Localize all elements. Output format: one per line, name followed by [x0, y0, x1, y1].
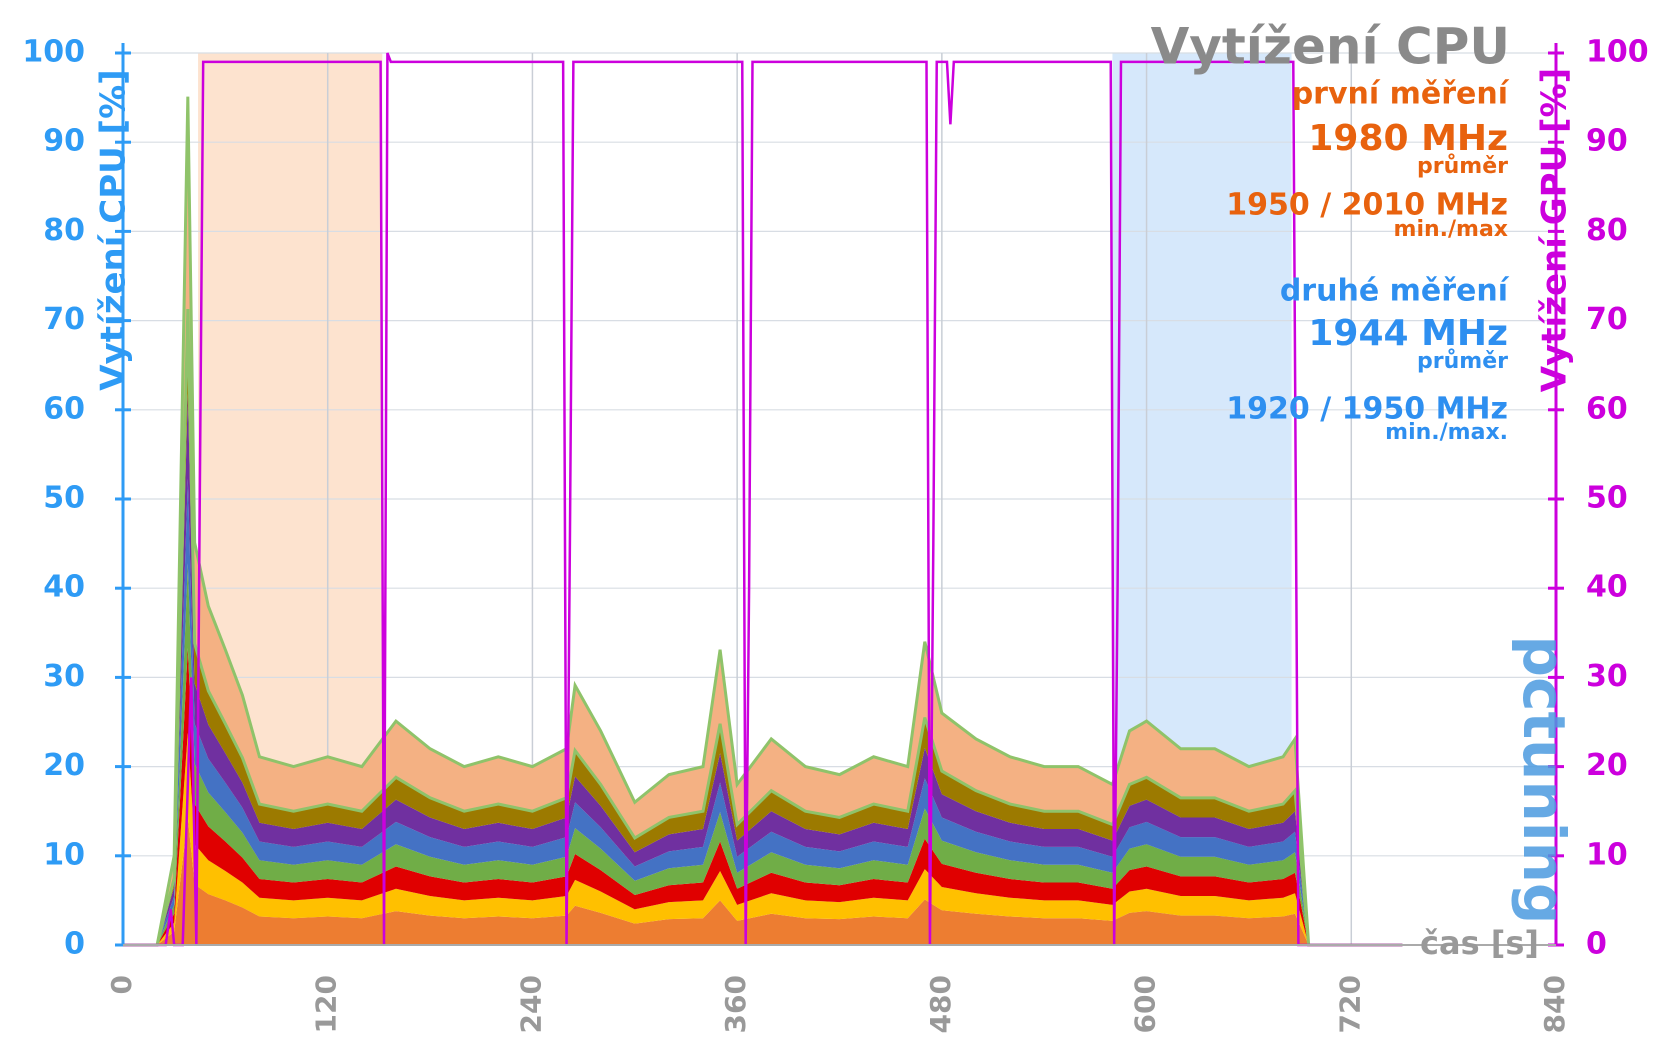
annotation: min./max [1394, 217, 1508, 242]
annotation: 1950 / 2010 MHz [1226, 188, 1508, 223]
x-tick-label: 600 [1129, 975, 1162, 1033]
area [123, 393, 1403, 945]
annotation: 1980 MHz [1308, 118, 1508, 159]
y2-axis-label: Vytížení GPU [%] [1535, 68, 1575, 392]
y2-tick-label: 30 [1586, 659, 1628, 694]
y-tick-label: 10 [43, 837, 85, 872]
y-tick-label: 0 [64, 927, 85, 962]
annotation: první měření [1292, 77, 1510, 112]
annotation: průměr [1417, 349, 1508, 374]
y2-tick-label: 80 [1586, 213, 1628, 248]
y2-tick-label: 60 [1586, 391, 1628, 426]
y-axis-label: Vytížení CPU [%] [94, 69, 134, 390]
y-tick-label: 70 [43, 302, 85, 337]
y2-tick-label: 90 [1586, 124, 1628, 159]
y2-tick-label: 70 [1586, 302, 1628, 337]
y-tick-label: 20 [43, 748, 85, 783]
y-tick-label: 100 [22, 35, 85, 70]
y-tick-label: 90 [43, 124, 85, 159]
y-tick-label: 30 [43, 659, 85, 694]
y2-tick-label: 100 [1586, 35, 1649, 70]
x-tick-label: 0 [105, 975, 138, 994]
area [123, 817, 1403, 945]
annotation: průměr [1417, 154, 1508, 179]
annotation: druhé měření [1280, 274, 1510, 309]
area [123, 96, 1403, 947]
x-axis-label: čas [s] [1420, 924, 1539, 962]
x-tick-label: 720 [1333, 975, 1366, 1033]
area [123, 732, 1403, 945]
y2-tick-label: 10 [1586, 837, 1628, 872]
annotation: 1944 MHz [1308, 313, 1508, 354]
x-tick-label: 120 [310, 975, 343, 1033]
y2-tick-label: 20 [1586, 748, 1628, 783]
annotation: min./max. [1385, 420, 1508, 445]
x-tick-label: 360 [719, 975, 752, 1033]
y-tick-label: 60 [43, 391, 85, 426]
x-tick-label: 840 [1538, 975, 1571, 1033]
x-tick-label: 240 [514, 975, 547, 1033]
chart-title: Vytížení CPU [1151, 18, 1510, 76]
y-tick-label: 80 [43, 213, 85, 248]
watermark: pctuning [1510, 636, 1578, 925]
gpu-line [123, 52, 1403, 947]
annotation: 1920 / 1950 MHz [1226, 392, 1508, 427]
y-tick-label: 40 [43, 570, 85, 605]
area [123, 309, 1403, 945]
y2-tick-label: 50 [1586, 481, 1628, 516]
area [123, 478, 1403, 945]
x-tick-label: 480 [924, 975, 957, 1033]
area [123, 563, 1403, 945]
y-tick-label: 50 [43, 481, 85, 516]
area [123, 647, 1403, 945]
y2-tick-label: 0 [1586, 927, 1607, 962]
y2-tick-label: 40 [1586, 570, 1628, 605]
